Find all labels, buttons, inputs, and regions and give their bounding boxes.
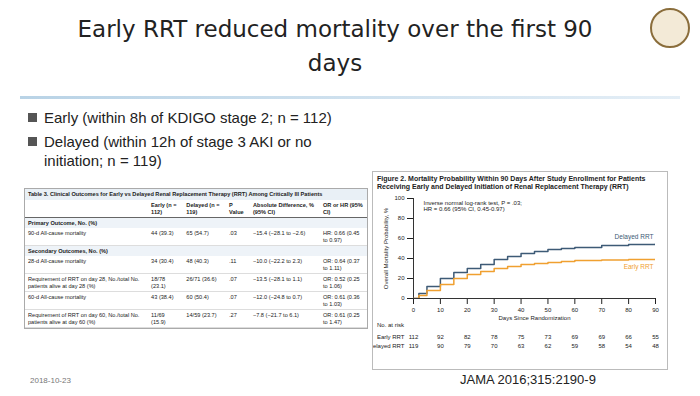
html-text:No. at risk: No. at risk: [377, 322, 404, 329]
svg-text:78: 78: [491, 335, 498, 341]
html-text:26/71 (36.6): 26/71 (36.6): [186, 275, 217, 282]
html-text:.27: .27: [229, 311, 237, 318]
html-text:Early (within 8h of KDIGO stag: Early (within 8h of KDIGO stage 2; n = 1…: [44, 109, 332, 126]
html-text:14/59 (23.7): 14/59 (23.7): [186, 311, 217, 318]
html-text:65 (54.7): 65 (54.7): [186, 229, 209, 236]
html-text:90-d All-cause mortality: 90-d All-cause mortality: [28, 229, 87, 236]
svg-text:0: 0: [412, 307, 416, 313]
html-text:2018-10-23: 2018-10-23: [30, 376, 71, 385]
html-text:Secondary Outcomes, No. (%): Secondary Outcomes, No. (%): [28, 247, 108, 254]
html-text:Requirement of RRT on day 28,: Requirement of RRT on day 28, No./total …: [28, 275, 140, 289]
html-text:Requirement of RRT on day 60,: Requirement of RRT on day 60, No./total …: [28, 311, 140, 325]
html-text:60-d All-cause mortality: 60-d All-cause mortality: [28, 293, 87, 300]
html-text:.07: .07: [229, 293, 237, 300]
html-text:60 (50.4): 60 (50.4): [186, 293, 209, 300]
svg-text:75: 75: [518, 335, 525, 341]
svg-text:69: 69: [571, 335, 578, 341]
html-text:Delayed (n = 119): Delayed (n = 119): [186, 201, 220, 215]
svg-text:Delayed RRT: Delayed RRT: [615, 233, 654, 241]
html-text:HR: 0.66 (0.45 to 0.97): HR: 0.66 (0.45 to 0.97): [323, 229, 360, 243]
svg-text:55: 55: [652, 335, 659, 341]
html-text:Figure 2. Mortality Probabilit: Figure 2. Mortality Probability Within 9…: [377, 175, 646, 191]
html-text:Early (n = 112): Early (n = 112): [151, 201, 177, 215]
svg-text:30: 30: [491, 307, 498, 313]
html-text:−10.0 (−22.2 to 2.3): −10.0 (−22.2 to 2.3): [252, 257, 303, 264]
svg-text:58: 58: [598, 344, 605, 350]
html-text:OR: 0.61 (0.25 to 1.47): OR: 0.61 (0.25 to 1.47): [323, 311, 360, 325]
svg-text:Overall Mortality Probability,: Overall Mortality Probability, %: [383, 208, 389, 290]
html-text:OR: 0.52 (0.25 to 1.06): OR: 0.52 (0.25 to 1.06): [323, 275, 360, 289]
html-text:Primary Outcome, No. (%): Primary Outcome, No. (%): [28, 219, 97, 226]
svg-text:10: 10: [437, 307, 444, 313]
svg-text:20: 20: [464, 307, 471, 313]
html-text:.03: .03: [229, 229, 237, 236]
svg-text:60: 60: [398, 236, 405, 242]
svg-text:48: 48: [652, 344, 659, 350]
svg-text:112: 112: [409, 335, 419, 341]
html-text:44 (39.3): 44 (39.3): [151, 229, 174, 236]
html-text:.07: .07: [229, 275, 237, 282]
svg-text:Inverse normal log-rank test,: Inverse normal log-rank test, P = .03;HR…: [424, 200, 523, 212]
svg-text:80: 80: [625, 307, 632, 313]
svg-text:62: 62: [545, 344, 552, 350]
svg-text:Delayed RRT: Delayed RRT: [373, 344, 405, 350]
html-text:OR: 0.61 (0.36 to 1.03): OR: 0.61 (0.36 to 1.03): [323, 293, 360, 307]
html-text:−15.4 (−28.1 to −2.6): −15.4 (−28.1 to −2.6): [252, 229, 306, 236]
html-text:−13.5 (−28.1 to 1.1): −13.5 (−28.1 to 1.1): [252, 275, 303, 282]
html-text:−12.0 (−24.8 to 0.7): −12.0 (−24.8 to 0.7): [252, 293, 303, 300]
svg-text:40: 40: [518, 307, 525, 313]
html-text:28-d All-cause mortality: 28-d All-cause mortality: [28, 257, 87, 264]
html-text:OR or HR (95% CI): OR or HR (95% CI): [323, 201, 363, 215]
html-text:48 (40.3): 48 (40.3): [186, 257, 209, 264]
svg-text:50: 50: [545, 307, 552, 313]
svg-text:63: 63: [518, 344, 525, 350]
html-text:34 (30.4): 34 (30.4): [151, 257, 174, 264]
svg-text:92: 92: [437, 335, 444, 341]
svg-text:Early RRT: Early RRT: [624, 264, 654, 272]
html-text:.11: .11: [229, 257, 237, 264]
svg-text:40: 40: [398, 256, 405, 262]
html-text:Absolute Difference, % (95% CI: Absolute Difference, % (95% CI): [252, 201, 314, 215]
svg-text:66: 66: [625, 335, 632, 341]
svg-text:20: 20: [398, 276, 405, 282]
svg-text:70: 70: [491, 344, 498, 350]
svg-text:0: 0: [401, 296, 405, 302]
html-text:43 (38.4): 43 (38.4): [151, 293, 174, 300]
html-text:OR: 0.64 (0.37 to 1.11): OR: 0.64 (0.37 to 1.11): [323, 257, 360, 271]
svg-text:60: 60: [571, 307, 578, 313]
svg-text:54: 54: [625, 344, 632, 350]
html-text:−7.8 (−21.7 to 6.1): −7.8 (−21.7 to 6.1): [252, 311, 299, 318]
svg-text:69: 69: [598, 335, 605, 341]
svg-text:59: 59: [571, 344, 578, 350]
svg-text:70: 70: [598, 307, 605, 313]
html-text:Table 3. Clinical Outcomes for: Table 3. Clinical Outcomes for Early vs …: [28, 191, 323, 197]
html-text:JAMA 2016;315:2190-9: JAMA 2016;315:2190-9: [460, 372, 596, 387]
html-text:11/69 (15.9): 11/69 (15.9): [151, 311, 166, 325]
svg-text:90: 90: [437, 344, 444, 350]
html-text:P Value: P Value: [229, 201, 244, 215]
svg-text:82: 82: [464, 335, 471, 341]
svg-text:80: 80: [398, 216, 405, 222]
svg-text:90: 90: [652, 307, 659, 313]
svg-text:73: 73: [545, 335, 552, 341]
svg-text:79: 79: [464, 344, 471, 350]
svg-text:Early RRT: Early RRT: [377, 335, 405, 341]
html-text:18/78 (23.1): 18/78 (23.1): [151, 275, 166, 289]
html-text:Delayed (within 12h of stage 3: Delayed (within 12h of stage 3 AKI or no…: [44, 133, 312, 169]
svg-text:Days Since Randomization: Days Since Randomization: [498, 315, 570, 321]
html-text:Early RRT reduced mortality ov: Early RRT reduced mortality over the fir…: [77, 16, 593, 76]
svg-text:100: 100: [394, 196, 405, 202]
svg-text:119: 119: [409, 344, 419, 350]
